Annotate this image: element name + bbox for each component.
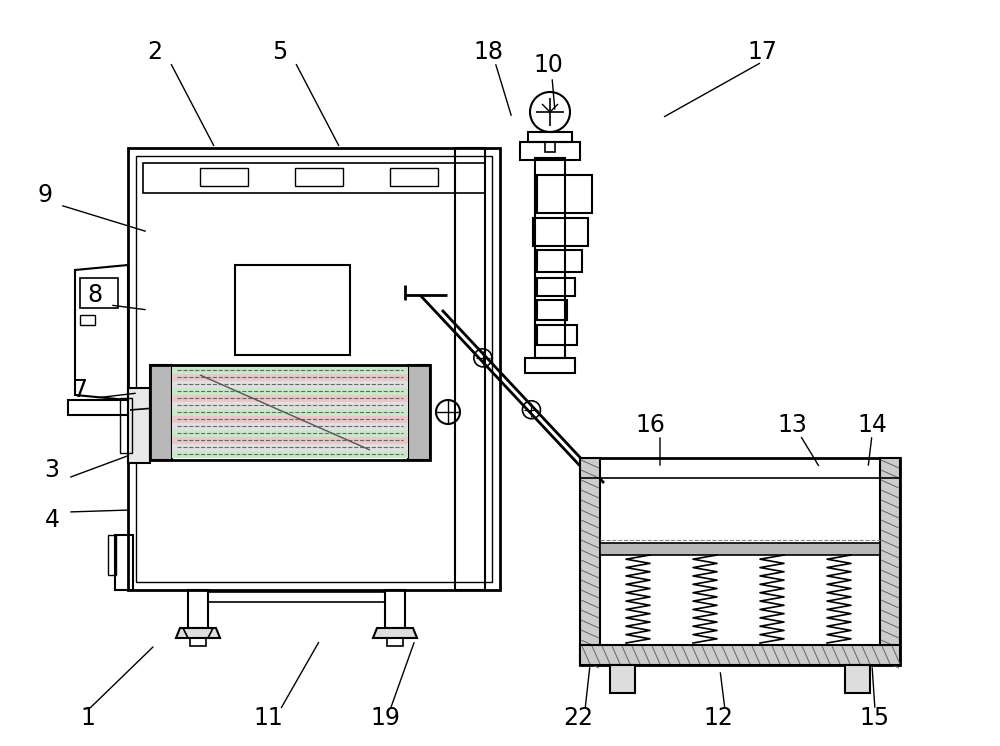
Bar — [525, 358, 575, 373]
Bar — [537, 250, 582, 272]
Bar — [143, 163, 485, 193]
Text: 8: 8 — [87, 283, 103, 307]
Bar — [200, 168, 248, 186]
Text: 9: 9 — [38, 183, 52, 207]
Text: 18: 18 — [473, 40, 503, 64]
Bar — [545, 142, 555, 152]
Bar — [528, 132, 572, 142]
Bar — [136, 156, 492, 582]
Bar — [580, 458, 900, 665]
Bar — [537, 325, 577, 345]
Bar — [537, 300, 567, 320]
Bar — [520, 142, 580, 160]
Text: 1: 1 — [81, 706, 95, 730]
Bar — [115, 535, 133, 590]
Bar — [172, 374, 408, 381]
Bar — [172, 367, 408, 374]
Text: 19: 19 — [370, 706, 400, 730]
Text: 4: 4 — [44, 508, 60, 532]
Bar — [172, 423, 408, 430]
Bar — [120, 398, 132, 453]
Bar — [108, 535, 116, 575]
Bar — [610, 665, 635, 693]
Bar — [172, 381, 408, 388]
Bar — [188, 590, 208, 628]
Bar — [172, 402, 408, 409]
Bar — [533, 218, 588, 246]
Bar — [208, 592, 385, 602]
Bar — [535, 158, 565, 358]
Text: 12: 12 — [703, 706, 733, 730]
Bar — [150, 365, 172, 460]
Text: 14: 14 — [857, 413, 887, 437]
Text: 16: 16 — [635, 413, 665, 437]
Bar — [172, 409, 408, 416]
Bar — [68, 400, 143, 415]
Text: 3: 3 — [44, 458, 60, 482]
Text: 15: 15 — [860, 706, 890, 730]
Bar — [390, 168, 438, 186]
Text: 7: 7 — [72, 378, 88, 402]
Bar — [190, 638, 206, 646]
Bar — [172, 437, 408, 444]
Bar — [537, 278, 575, 296]
Text: 22: 22 — [563, 706, 593, 730]
Bar — [600, 543, 880, 555]
Bar — [880, 458, 900, 665]
Bar — [150, 365, 430, 460]
Bar — [455, 148, 485, 590]
Bar — [80, 278, 118, 308]
Polygon shape — [373, 628, 417, 638]
Bar — [235, 265, 350, 355]
Text: 5: 5 — [272, 40, 288, 64]
Text: 13: 13 — [777, 413, 807, 437]
Bar — [580, 458, 600, 665]
Bar — [387, 638, 403, 646]
Bar — [580, 645, 900, 665]
Bar — [408, 365, 430, 460]
Bar — [80, 315, 95, 325]
Bar — [128, 388, 150, 463]
Text: 10: 10 — [533, 53, 563, 77]
Bar — [385, 590, 405, 628]
Bar — [845, 665, 870, 693]
Bar — [537, 175, 592, 213]
Bar — [172, 444, 408, 451]
Bar — [172, 430, 408, 437]
Bar — [172, 388, 408, 395]
Bar — [128, 148, 500, 590]
Text: 11: 11 — [253, 706, 283, 730]
Bar — [172, 416, 408, 423]
Text: 17: 17 — [747, 40, 777, 64]
Text: 2: 2 — [148, 40, 162, 64]
Polygon shape — [176, 628, 220, 638]
Bar — [295, 168, 343, 186]
Bar — [172, 451, 408, 458]
Bar — [172, 395, 408, 402]
